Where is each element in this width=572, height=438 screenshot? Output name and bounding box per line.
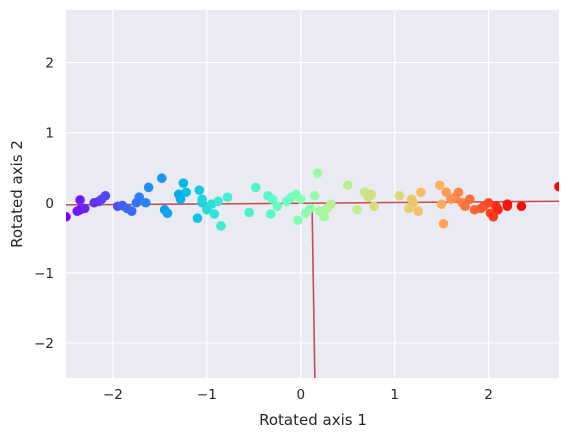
data-point <box>413 206 423 216</box>
data-point <box>213 196 223 207</box>
data-point <box>126 206 137 216</box>
data-point <box>175 194 186 205</box>
x-tick-label: −2 <box>103 387 123 403</box>
data-point <box>488 211 499 222</box>
data-point <box>134 192 145 202</box>
data-point <box>434 180 445 191</box>
data-point <box>408 197 419 208</box>
x-tick-label: 2 <box>484 387 493 403</box>
data-point <box>464 194 475 205</box>
data-point <box>394 190 405 201</box>
y-tick-label: 0 <box>45 196 54 212</box>
data-point <box>192 213 203 223</box>
data-point <box>66 211 71 222</box>
data-point <box>460 201 470 212</box>
data-point <box>222 192 233 202</box>
data-point <box>312 168 323 179</box>
data-point <box>483 197 494 208</box>
data-point <box>194 185 205 195</box>
data-point <box>554 181 559 192</box>
data-point <box>319 211 330 222</box>
data-point <box>326 199 336 209</box>
data-point <box>416 187 426 198</box>
data-point <box>352 204 362 215</box>
data-point <box>250 182 261 193</box>
y-tick-label: −1 <box>34 266 54 282</box>
data-point <box>75 195 85 205</box>
data-points <box>66 168 559 231</box>
data-point <box>197 194 207 205</box>
data-point <box>295 194 306 205</box>
y-tick-label: 2 <box>45 56 54 72</box>
data-point <box>366 189 376 200</box>
data-point <box>216 221 226 231</box>
data-point <box>293 215 303 226</box>
data-point <box>310 190 320 201</box>
data-point <box>502 199 513 209</box>
data-point <box>209 209 220 219</box>
data-point <box>438 218 449 229</box>
data-point <box>244 207 254 218</box>
data-point <box>162 208 173 219</box>
data-point <box>265 209 276 219</box>
data-point <box>453 187 464 198</box>
x-tick-label: 1 <box>390 387 399 403</box>
data-point <box>342 180 353 191</box>
data-point <box>143 182 154 193</box>
data-point <box>178 178 189 188</box>
rotated-axis-line <box>311 202 316 379</box>
data-point <box>272 201 283 212</box>
data-point <box>436 199 447 209</box>
data-point <box>141 197 151 208</box>
data-point <box>267 194 278 205</box>
x-tick-labels: −2 −1 0 1 2 <box>103 387 493 403</box>
data-point <box>156 173 167 184</box>
data-point <box>369 201 379 212</box>
y-axis-label: Rotated axis 2 <box>8 140 26 248</box>
x-tick-label: 0 <box>296 387 305 403</box>
y-tick-label: 1 <box>45 126 54 142</box>
y-tick-labels: −2 −1 0 1 2 <box>34 56 54 352</box>
data-point <box>493 204 503 215</box>
data-point <box>305 203 315 214</box>
data-point <box>79 203 90 214</box>
x-axis-label: Rotated axis 1 <box>259 411 367 429</box>
data-point <box>181 187 191 198</box>
y-tick-label: −2 <box>34 336 54 352</box>
x-tick-label: −1 <box>197 387 217 403</box>
data-point <box>100 190 111 201</box>
data-point <box>516 201 527 212</box>
data-point <box>72 206 83 216</box>
data-point <box>441 187 452 198</box>
